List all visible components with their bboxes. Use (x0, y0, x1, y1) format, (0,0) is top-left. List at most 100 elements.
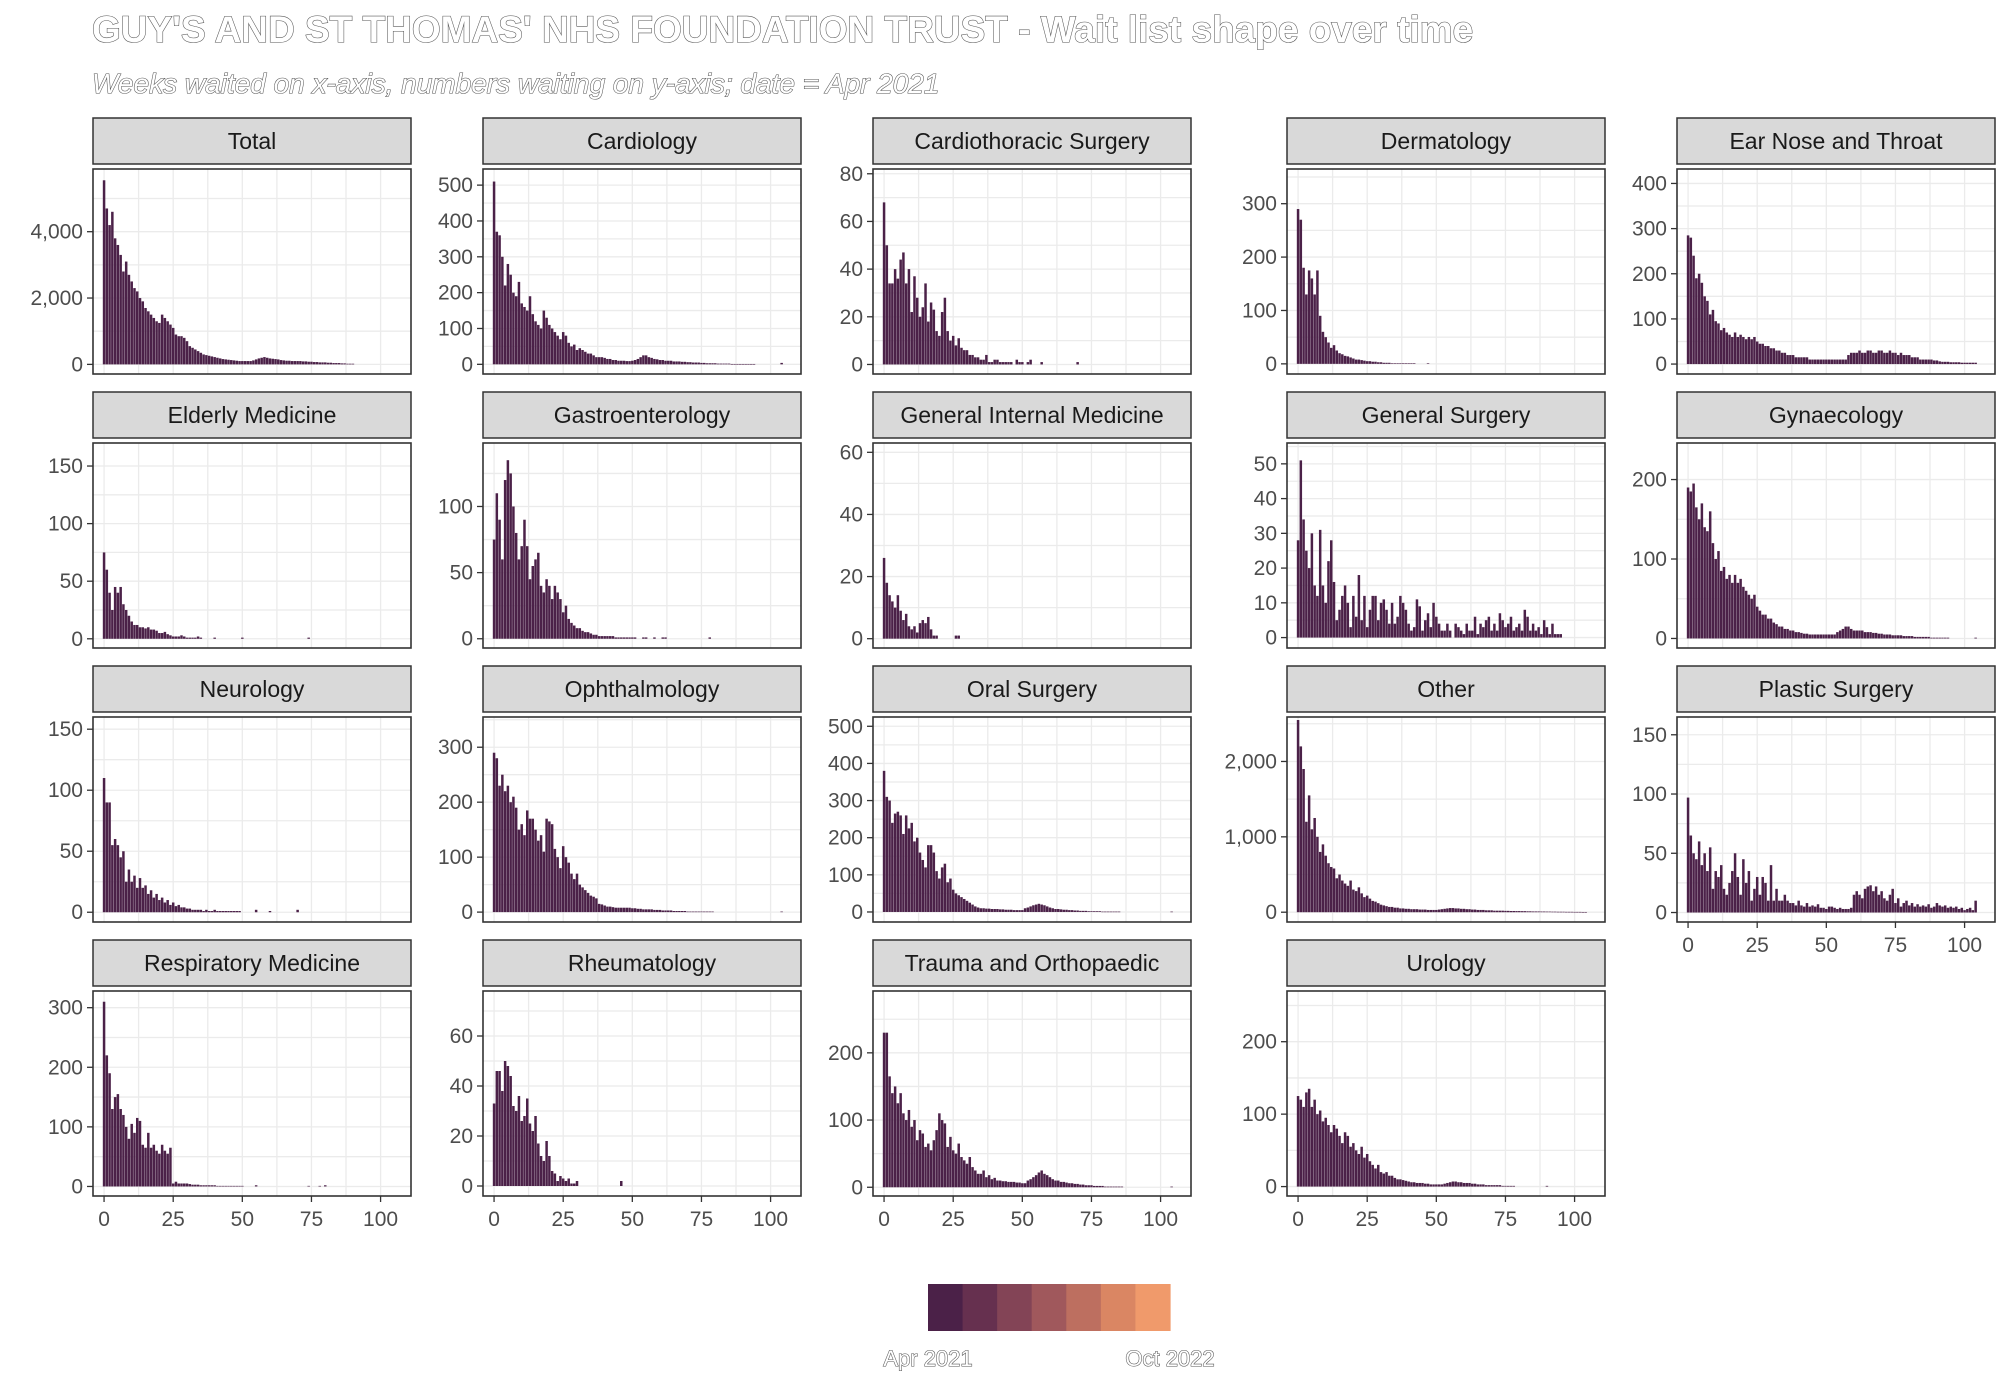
bar (943, 863, 947, 912)
bar (1529, 911, 1532, 913)
bar (1902, 355, 1905, 365)
bar (1534, 630, 1538, 638)
x-tick-label: 75 (1884, 934, 1907, 957)
x-tick-label: 25 (942, 1208, 965, 1231)
bar (921, 859, 925, 912)
bar (1816, 634, 1820, 639)
bar (631, 908, 634, 913)
bar (1736, 876, 1740, 913)
bar (1725, 894, 1729, 913)
bar (564, 857, 568, 913)
y-tick-label: 0 (851, 628, 863, 651)
bar (1410, 363, 1413, 364)
bar (296, 361, 299, 365)
bar (716, 363, 720, 365)
bar (312, 362, 316, 365)
bar (1307, 795, 1311, 913)
bar (1399, 363, 1402, 364)
bar (1553, 911, 1557, 913)
bar (1849, 907, 1853, 913)
bar (1722, 327, 1726, 365)
bar (564, 335, 568, 365)
bar (902, 833, 905, 912)
bar (669, 910, 673, 913)
bar (144, 1147, 147, 1187)
bar (111, 211, 114, 365)
bar (332, 363, 335, 365)
bar (1968, 362, 1972, 365)
bar (736, 363, 739, 365)
bar (1437, 909, 1441, 913)
bar (1010, 909, 1013, 912)
bar (1324, 337, 1327, 364)
bar (1888, 350, 1892, 365)
bar (910, 822, 913, 912)
bar (1686, 797, 1690, 913)
bar (611, 636, 615, 639)
bar (1758, 894, 1762, 913)
bar (899, 1093, 902, 1188)
bar (1296, 1096, 1300, 1187)
bar (979, 1173, 983, 1188)
bar (1073, 910, 1077, 912)
bar (1542, 620, 1546, 638)
bar (218, 358, 222, 365)
bar (542, 592, 546, 639)
bar (1504, 1185, 1507, 1187)
bar (1429, 909, 1433, 913)
bar (1087, 1185, 1090, 1188)
bar (1883, 898, 1886, 913)
y-tick-label: 200 (438, 791, 473, 814)
panel-border (1676, 716, 1996, 923)
bar (1310, 533, 1314, 638)
bar (891, 283, 894, 365)
bar (243, 361, 247, 365)
y-tick-label: 20 (840, 306, 863, 329)
bar (1896, 355, 1900, 365)
bar (611, 360, 615, 365)
bar (1354, 1150, 1358, 1187)
bar (127, 1138, 131, 1187)
bar (678, 361, 681, 365)
bar (1686, 487, 1690, 639)
y-tick-label: 40 (1254, 488, 1277, 511)
bar (227, 359, 230, 365)
bar (1802, 633, 1806, 639)
bar (498, 785, 501, 913)
bar (620, 637, 623, 639)
bar (1808, 634, 1811, 639)
bar (705, 911, 709, 913)
bar (124, 261, 128, 365)
bar (1393, 907, 1397, 913)
bar (1512, 1185, 1515, 1187)
bar (213, 909, 216, 913)
bar (160, 314, 164, 365)
bar (539, 835, 543, 913)
bar (993, 359, 996, 365)
bar (1883, 352, 1886, 365)
bar (990, 909, 994, 912)
bar (1562, 911, 1565, 913)
bar (608, 636, 612, 639)
bar (183, 907, 186, 913)
panel-title: Total (228, 128, 277, 154)
bar (982, 908, 985, 912)
bar (1335, 620, 1339, 638)
bar (1368, 898, 1372, 913)
bar (1437, 623, 1441, 638)
y-tick-label: 0 (1265, 627, 1277, 650)
bar (578, 884, 582, 913)
bar (509, 473, 512, 639)
y-tick-label: 300 (1242, 193, 1277, 216)
bar (954, 893, 958, 912)
bar (667, 910, 670, 913)
bar (1885, 634, 1889, 639)
bar (501, 256, 504, 365)
bar (633, 637, 637, 639)
bar (935, 871, 938, 912)
bar (210, 911, 214, 913)
bar (570, 346, 573, 365)
panel-bars (492, 752, 783, 913)
